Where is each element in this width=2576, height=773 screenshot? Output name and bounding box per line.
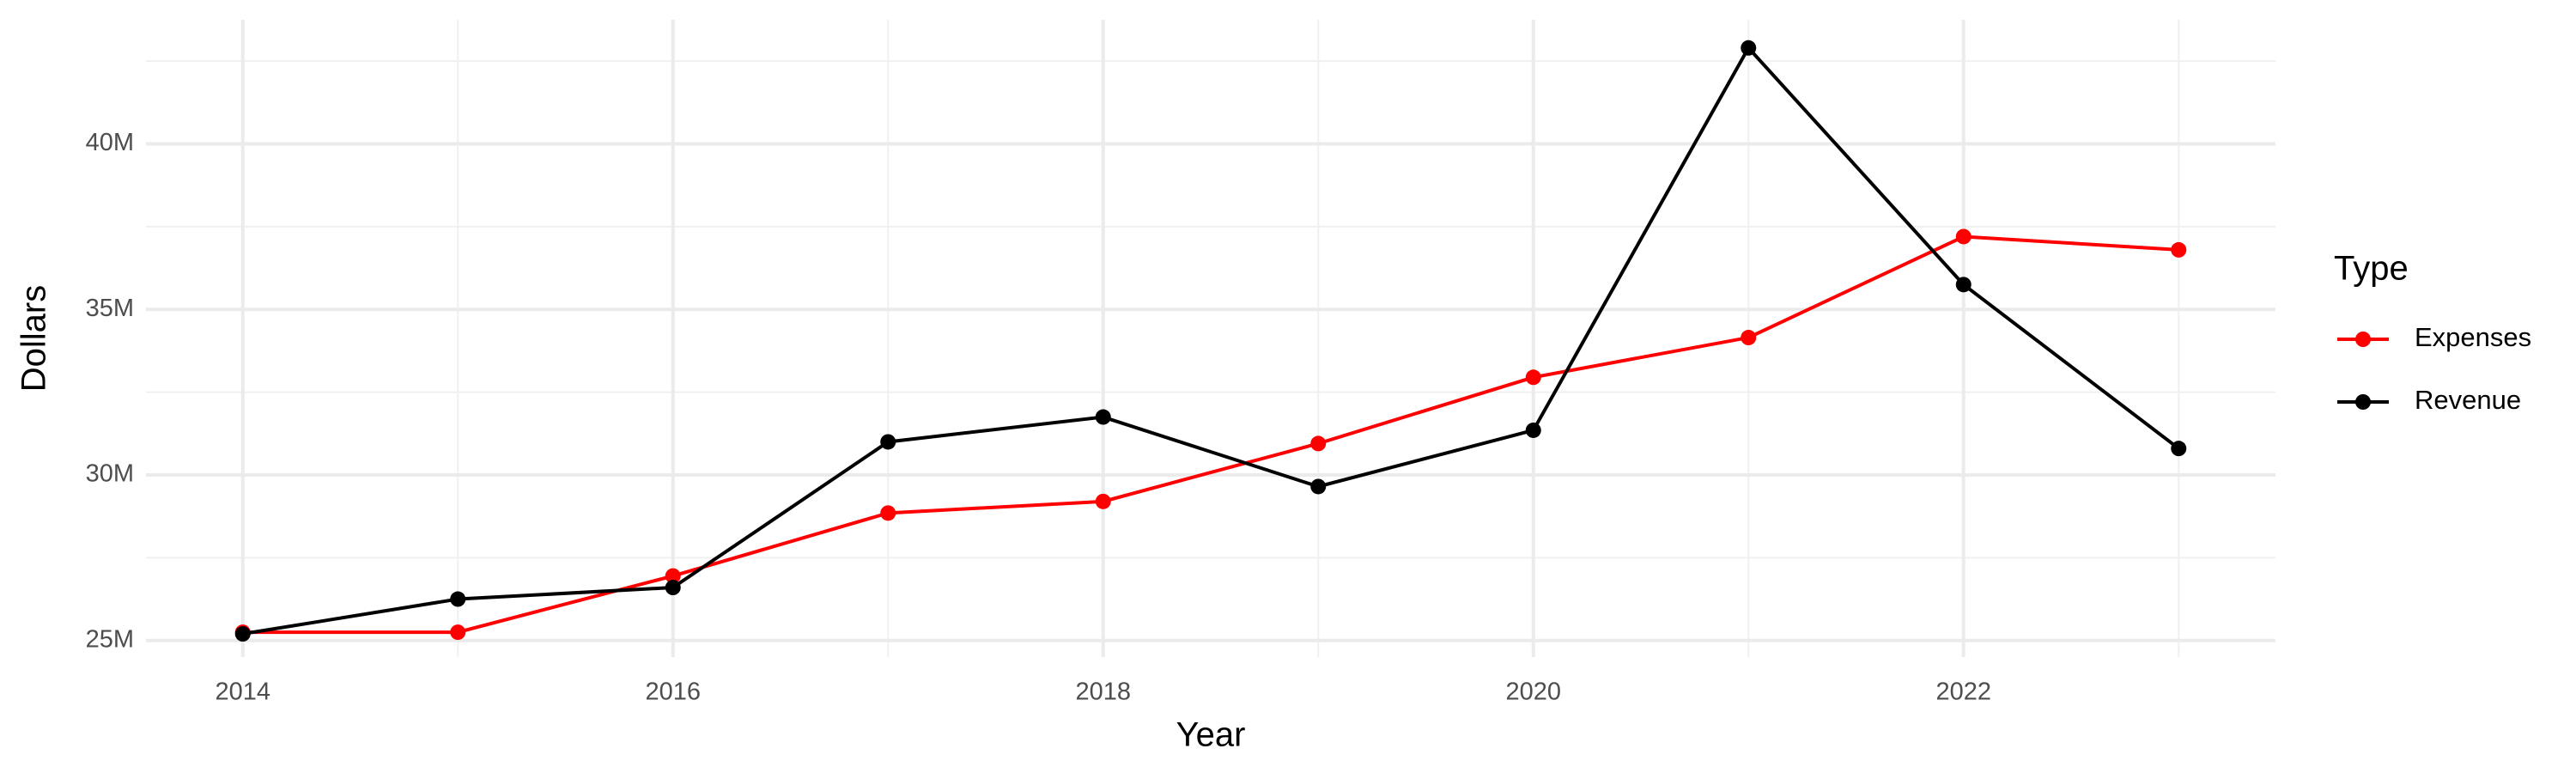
legend-point xyxy=(2355,332,2371,347)
point xyxy=(2171,241,2187,258)
y-tick-label: 30M xyxy=(86,460,134,488)
x-axis-title: Year xyxy=(1176,716,1246,754)
point xyxy=(1955,277,1971,293)
point xyxy=(880,505,896,521)
legend-label: Expenses xyxy=(2415,322,2531,352)
point xyxy=(2171,441,2187,457)
y-axis-title: Dollars xyxy=(15,285,53,392)
point xyxy=(1525,369,1541,386)
point xyxy=(450,591,466,607)
point xyxy=(665,580,681,596)
point xyxy=(450,624,466,641)
point xyxy=(1741,330,1757,346)
legend-point xyxy=(2355,394,2371,410)
point xyxy=(1955,228,1971,245)
point xyxy=(1095,493,1111,509)
x-tick-label: 2020 xyxy=(1505,679,1561,706)
grid xyxy=(146,20,2275,657)
point xyxy=(1095,409,1111,425)
x-tick-label: 2014 xyxy=(215,679,270,706)
series xyxy=(234,228,2187,641)
point xyxy=(1741,40,1757,56)
point xyxy=(1310,478,1327,495)
series xyxy=(234,40,2187,642)
y-tick-label: 25M xyxy=(86,625,134,653)
y-tick-label: 35M xyxy=(86,295,134,322)
legend-label: Revenue xyxy=(2415,385,2521,415)
point xyxy=(1310,435,1327,452)
line xyxy=(242,45,2180,636)
x-tick-label: 2018 xyxy=(1075,679,1131,706)
point xyxy=(880,434,896,450)
x-tick-label: 2022 xyxy=(1936,679,1992,706)
line xyxy=(242,234,2179,635)
y-tick-label: 40M xyxy=(86,129,134,156)
legend: Expenses Revenue xyxy=(2337,322,2531,415)
point xyxy=(665,568,681,584)
legend-title: Type xyxy=(2334,250,2409,288)
point xyxy=(234,626,251,642)
x-tick-label: 2016 xyxy=(645,679,701,706)
point xyxy=(1525,422,1541,438)
